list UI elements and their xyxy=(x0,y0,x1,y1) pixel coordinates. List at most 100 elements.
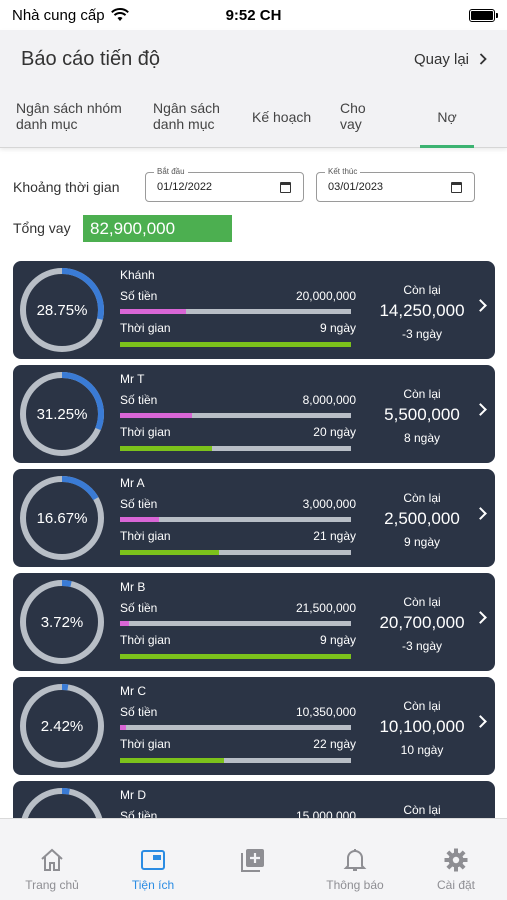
gear-icon xyxy=(444,848,468,872)
time-value: 9 ngày xyxy=(319,633,356,647)
amount-label: Số tiền xyxy=(120,289,158,303)
progress-ring xyxy=(20,788,104,818)
tab-label: Nợ xyxy=(437,109,457,125)
remaining-label: Còn lại xyxy=(403,283,441,297)
start-date-value: 01/12/2022 xyxy=(157,181,213,193)
amount-label: Số tiền xyxy=(120,601,158,615)
remaining-days: 9 ngày xyxy=(403,535,441,549)
nav-notifications[interactable]: Thông báo xyxy=(305,847,405,892)
remaining-days: 8 ngày xyxy=(403,431,441,445)
nav-label: Tiện ích xyxy=(131,878,175,892)
remaining-days: -3 ngày xyxy=(401,639,443,653)
time-progress-bar xyxy=(120,654,351,659)
tab-label: Ngân sách nhóm xyxy=(16,100,122,116)
tab-label: Kế hoạch xyxy=(252,109,312,125)
end-date-caption: Kết thúc xyxy=(325,167,361,176)
percent-paid: 28.75% xyxy=(36,301,88,319)
calendar-icon[interactable] xyxy=(280,182,291,193)
debt-card[interactable]: 2.42% Mr C Số tiền 10,350,000 Thời gian 22 ng… xyxy=(13,677,495,775)
calendar-icon[interactable] xyxy=(451,182,462,193)
end-date-value: 03/01/2023 xyxy=(328,181,384,193)
time-label: Thời gian xyxy=(120,737,171,751)
time-value: 9 ngày xyxy=(319,321,356,335)
debt-card[interactable]: 16.67% Mr A Số tiền 3,000,000 Thời gian 21 ng… xyxy=(13,469,495,567)
nav-label: Thông báo xyxy=(326,878,384,892)
amount-value: 10,350,000 xyxy=(295,705,356,719)
time-label: Thời gian xyxy=(120,425,171,439)
debt-list: 28.75% Khánh Số tiền 20,000,000 Thời gian 9 n… xyxy=(13,261,495,818)
debt-card[interactable]: 3.72% Mr B Số tiền 21,500,000 Thời gian 9 ngà… xyxy=(13,573,495,671)
wifi-icon xyxy=(110,8,129,21)
add-icon xyxy=(241,849,264,872)
header: Báo cáo tiến độ Quay lại Ngân sách nhóm … xyxy=(0,30,507,148)
debt-card[interactable]: 31.25% Mr T Số tiền 8,000,000 Thời gian 20 ng… xyxy=(13,365,495,463)
amount-progress-bar xyxy=(120,621,351,626)
progress-ring xyxy=(20,372,104,456)
amount-progress-bar xyxy=(120,309,351,314)
percent-paid: 16.67% xyxy=(36,509,88,527)
time-label: Thời gian xyxy=(120,529,171,543)
back-label: Quay lại xyxy=(413,50,469,68)
debt-card[interactable]: 28.75% Khánh Số tiền 20,000,000 Thời gian 9 n… xyxy=(13,261,495,359)
tab-label: danh mục xyxy=(153,116,215,132)
amount-value: 3,000,000 xyxy=(302,497,356,511)
remaining-label: Còn lại xyxy=(403,699,441,713)
progress-ring xyxy=(20,476,104,560)
start-date-caption: Bắt đầu xyxy=(154,167,188,176)
status-bar: Nhà cung cấp 9:52 CH xyxy=(0,0,507,30)
amount-label: Số tiền xyxy=(120,393,158,407)
date-range-filter: Khoảng thời gian Bắt đầu 01/12/2022 Kết … xyxy=(13,167,483,202)
tab-label: Cho xyxy=(340,100,366,116)
remaining-amount: 10,100,000 xyxy=(379,717,465,736)
remaining-label: Còn lại xyxy=(403,387,441,401)
remaining-amount: 20,700,000 xyxy=(379,613,465,632)
active-tab-indicator xyxy=(420,145,474,148)
time-value: 21 ngày xyxy=(313,529,356,543)
progress-ring xyxy=(20,580,104,664)
nav-settings[interactable]: Cài đặt xyxy=(406,847,506,892)
lender-name: Mr A xyxy=(120,476,145,490)
amount-label: Số tiền xyxy=(120,497,158,511)
tab-plan[interactable]: Kế hoạch xyxy=(252,109,311,125)
date-range-label: Khoảng thời gian xyxy=(13,179,120,195)
remaining-days: -3 ngày xyxy=(401,327,443,341)
total-borrow-label: Tổng vay xyxy=(13,220,71,236)
nav-label: Cài đặt xyxy=(436,878,476,892)
nav-utilities[interactable]: Tiện ích xyxy=(103,847,203,892)
lender-name: Mr B xyxy=(120,580,146,594)
amount-progress-bar xyxy=(120,517,351,522)
progress-ring xyxy=(20,684,104,768)
remaining-amount: 5,500,000 xyxy=(384,405,460,424)
lender-name: Mr D xyxy=(120,788,146,802)
tab-category-group-budget[interactable]: Ngân sách nhóm danh mục xyxy=(16,100,122,132)
nav-home[interactable]: Trang chủ xyxy=(2,847,102,892)
total-borrow-value: 82,900,000 xyxy=(83,215,232,242)
tab-category-budget[interactable]: Ngân sách danh mục xyxy=(153,100,220,132)
time-progress-bar xyxy=(120,342,351,347)
remaining-days: 10 ngày xyxy=(400,743,444,757)
tab-debt[interactable]: Nợ xyxy=(420,109,474,125)
remaining-amount: 14,250,000 xyxy=(379,301,465,320)
nav-add[interactable] xyxy=(203,847,303,878)
tab-label: vay xyxy=(340,116,362,132)
tab-lending[interactable]: Cho vay xyxy=(340,100,366,132)
time-progress-bar xyxy=(120,758,351,763)
lender-name: Mr T xyxy=(120,372,145,386)
remaining-amount: 2,500,000 xyxy=(384,509,460,528)
nav-label: Trang chủ xyxy=(25,878,79,892)
carrier-name: Nhà cung cấp xyxy=(12,6,105,24)
progress-ring xyxy=(20,268,104,352)
tab-label: danh mục xyxy=(16,116,78,132)
chevron-right-icon xyxy=(479,53,487,65)
back-button[interactable]: Quay lại xyxy=(414,51,487,68)
tab-bar: Ngân sách nhóm danh mục Ngân sách danh m… xyxy=(0,90,507,148)
percent-paid: 3.72% xyxy=(40,613,84,631)
lender-name: Mr C xyxy=(120,684,146,698)
amount-value: 20,000,000 xyxy=(295,289,356,303)
amount-value: 8,000,000 xyxy=(302,393,356,407)
page-title: Báo cáo tiến độ xyxy=(21,47,160,70)
end-date-field[interactable]: Kết thúc 03/01/2023 xyxy=(316,167,475,202)
start-date-field[interactable]: Bắt đầu 01/12/2022 xyxy=(145,167,304,202)
tab-label: Ngân sách xyxy=(153,100,220,116)
